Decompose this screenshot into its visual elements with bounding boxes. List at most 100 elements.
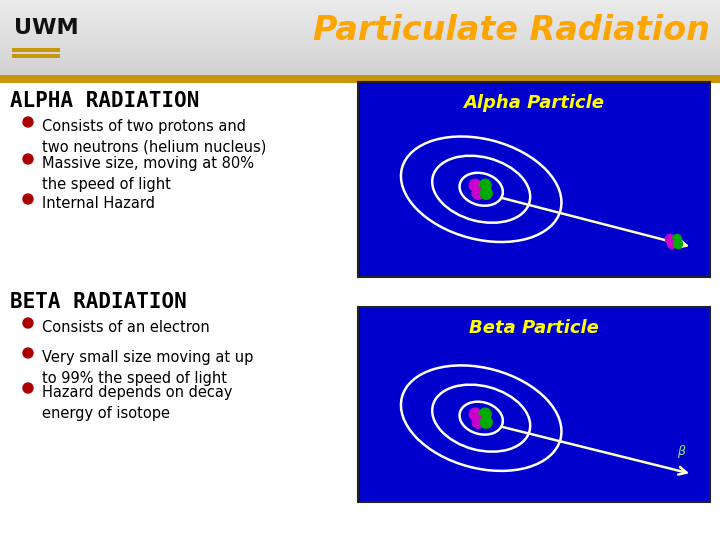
Bar: [0, 34, 720, 35]
FancyBboxPatch shape: [0, 75, 720, 83]
FancyBboxPatch shape: [358, 307, 710, 502]
Bar: [0, 60, 720, 61]
Bar: [0, 14, 720, 15]
Circle shape: [469, 408, 481, 420]
Bar: [0, 13, 720, 14]
Bar: [0, 11, 720, 12]
Text: ALPHA RADIATION: ALPHA RADIATION: [10, 91, 199, 111]
Bar: [0, 62, 720, 63]
Bar: [0, 52, 720, 53]
Circle shape: [23, 383, 33, 393]
Circle shape: [480, 187, 492, 199]
Bar: [0, 61, 720, 62]
Bar: [0, 55, 720, 56]
Bar: [0, 0, 720, 1]
Bar: [0, 51, 720, 52]
Bar: [0, 39, 720, 40]
Circle shape: [23, 348, 33, 358]
Bar: [0, 2, 720, 3]
Bar: [0, 41, 720, 42]
Bar: [0, 44, 720, 45]
Bar: [0, 56, 720, 57]
Bar: [0, 57, 720, 58]
Bar: [0, 47, 720, 48]
Bar: [0, 28, 720, 29]
Bar: [0, 23, 720, 24]
Bar: [0, 20, 720, 21]
Bar: [0, 24, 720, 25]
Circle shape: [672, 234, 682, 244]
Bar: [0, 17, 720, 18]
Text: Particulate Radiation: Particulate Radiation: [313, 14, 710, 46]
Bar: [0, 71, 720, 72]
Bar: [0, 6, 720, 7]
Bar: [0, 58, 720, 59]
Bar: [0, 35, 720, 36]
Circle shape: [665, 234, 675, 244]
Bar: [0, 22, 720, 23]
FancyBboxPatch shape: [12, 54, 60, 58]
Circle shape: [23, 318, 33, 328]
Text: UWM: UWM: [14, 18, 78, 38]
Text: $\beta$: $\beta$: [678, 443, 687, 460]
FancyBboxPatch shape: [358, 82, 710, 277]
Bar: [0, 42, 720, 43]
Circle shape: [23, 194, 33, 204]
Bar: [0, 59, 720, 60]
Bar: [0, 32, 720, 33]
Bar: [0, 63, 720, 64]
Text: Hazard depends on decay
energy of isotope: Hazard depends on decay energy of isotop…: [42, 385, 233, 421]
Bar: [0, 68, 720, 69]
Bar: [0, 48, 720, 49]
Bar: [0, 16, 720, 17]
Bar: [0, 36, 720, 37]
Bar: [0, 67, 720, 68]
Bar: [0, 19, 720, 20]
Circle shape: [480, 416, 492, 428]
Circle shape: [472, 416, 484, 428]
Bar: [0, 27, 720, 28]
Bar: [0, 43, 720, 44]
Bar: [0, 1, 720, 2]
Circle shape: [480, 408, 491, 420]
Bar: [0, 33, 720, 34]
Bar: [0, 49, 720, 50]
Bar: [0, 64, 720, 65]
Text: Alpha Particle: Alpha Particle: [464, 94, 605, 112]
Text: Beta Particle: Beta Particle: [469, 319, 599, 337]
Bar: [0, 21, 720, 22]
Bar: [0, 40, 720, 41]
Bar: [0, 53, 720, 54]
Circle shape: [469, 179, 481, 191]
Bar: [0, 26, 720, 27]
Bar: [0, 74, 720, 75]
Bar: [0, 29, 720, 30]
Bar: [0, 31, 720, 32]
FancyBboxPatch shape: [12, 48, 60, 52]
Circle shape: [23, 117, 33, 127]
Text: Consists of two protons and
two neutrons (helium nucleus): Consists of two protons and two neutrons…: [42, 119, 266, 155]
Text: Massive size, moving at 80%
the speed of light: Massive size, moving at 80% the speed of…: [42, 156, 254, 192]
Bar: [0, 45, 720, 46]
Text: BETA RADIATION: BETA RADIATION: [10, 292, 186, 312]
Bar: [0, 18, 720, 19]
Bar: [0, 4, 720, 5]
Bar: [0, 7, 720, 8]
Bar: [0, 37, 720, 38]
Bar: [0, 46, 720, 47]
Bar: [0, 12, 720, 13]
Bar: [0, 50, 720, 51]
Bar: [0, 8, 720, 9]
Bar: [0, 9, 720, 10]
Bar: [0, 5, 720, 6]
Bar: [0, 10, 720, 11]
Circle shape: [480, 179, 491, 191]
Bar: [0, 54, 720, 55]
Bar: [0, 70, 720, 71]
Bar: [0, 38, 720, 39]
FancyBboxPatch shape: [0, 83, 720, 540]
Bar: [0, 72, 720, 73]
Bar: [0, 25, 720, 26]
Text: Consists of an electron: Consists of an electron: [42, 320, 210, 335]
Text: Internal Hazard: Internal Hazard: [42, 196, 155, 211]
